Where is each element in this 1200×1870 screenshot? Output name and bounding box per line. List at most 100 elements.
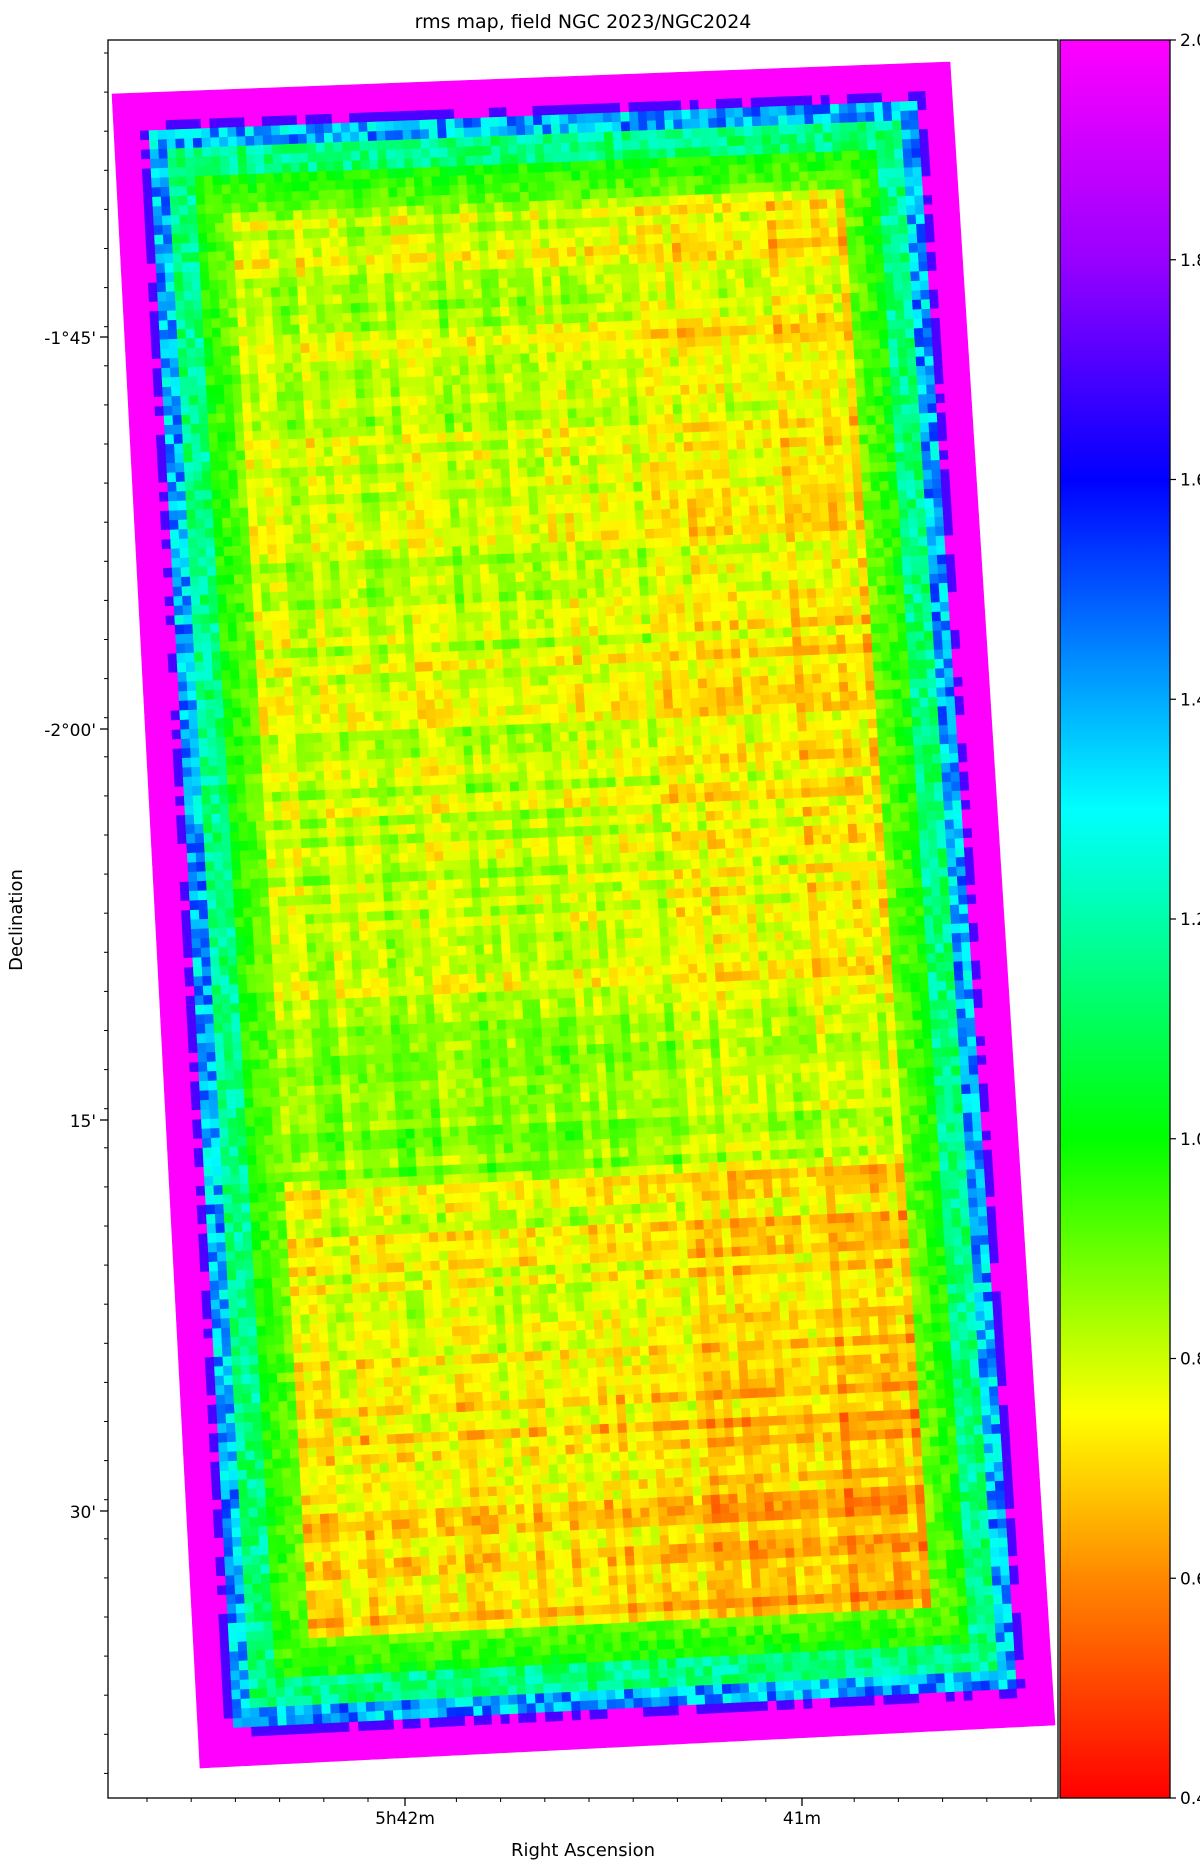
heatmap-cell <box>892 404 903 416</box>
heatmap-cell <box>785 532 796 543</box>
heatmap-cell <box>162 558 173 569</box>
heatmap-cell <box>313 104 324 116</box>
heatmap-cell <box>303 561 314 573</box>
heatmap-cell <box>386 472 397 484</box>
heatmap-cell <box>447 299 457 310</box>
heatmap-cell <box>342 474 353 486</box>
heatmap-cell <box>437 432 447 444</box>
heatmap-cell <box>705 80 716 91</box>
heatmap-cell <box>341 293 352 305</box>
heatmap-cell <box>500 316 511 327</box>
heatmap-cell <box>962 411 973 422</box>
heatmap-cell <box>723 231 734 242</box>
heatmap-cell <box>708 127 719 138</box>
heatmap-cell <box>773 191 784 202</box>
heatmap-cell <box>454 279 465 291</box>
heatmap-cell <box>781 323 792 335</box>
heatmap-cell <box>123 321 134 333</box>
heatmap-cell <box>455 450 466 462</box>
heatmap-cell <box>179 548 190 559</box>
heatmap-cell <box>512 220 523 232</box>
heatmap-cell <box>943 516 954 527</box>
heatmap-cell <box>931 469 942 480</box>
heatmap-cell <box>129 435 140 447</box>
heatmap-cell <box>570 303 581 315</box>
heatmap-cell <box>497 107 508 118</box>
heatmap-cell <box>209 451 220 463</box>
heatmap-cell <box>373 549 384 561</box>
heatmap-cell <box>207 89 218 101</box>
heatmap-cell <box>142 349 153 360</box>
heatmap-cell <box>761 134 772 146</box>
heatmap-cell <box>947 440 958 451</box>
heatmap-cell <box>392 263 403 274</box>
heatmap-cell <box>861 472 872 483</box>
heatmap-cell <box>315 142 326 154</box>
heatmap-cell <box>368 311 379 323</box>
heatmap-cell <box>155 101 166 112</box>
heatmap-cell <box>224 565 235 576</box>
heatmap-cell <box>856 112 867 123</box>
heatmap-cell <box>466 488 477 500</box>
heatmap-cell <box>543 143 554 154</box>
heatmap-cell <box>428 119 438 130</box>
heatmap-cell <box>531 400 542 411</box>
heatmap-cell <box>958 345 969 356</box>
heatmap-cell <box>564 351 575 363</box>
heatmap-cell <box>431 176 442 187</box>
heatmap-cell <box>644 519 655 530</box>
heatmap-cell <box>408 243 419 255</box>
heatmap-cell <box>139 463 150 475</box>
heatmap-cell <box>525 438 536 450</box>
heatmap-cell <box>267 220 278 232</box>
heatmap-cell <box>857 121 868 133</box>
heatmap-cell <box>706 89 717 101</box>
heatmap-cell <box>773 324 784 335</box>
heatmap-cell <box>803 104 814 116</box>
heatmap-cell <box>916 375 927 386</box>
heatmap-cell <box>706 383 717 395</box>
heatmap-cell <box>218 460 229 472</box>
heatmap-cell <box>881 234 892 245</box>
heatmap-cell <box>322 104 333 115</box>
heatmap-cell <box>571 474 582 486</box>
heatmap-cell <box>231 212 242 224</box>
heatmap-cell <box>856 529 867 540</box>
heatmap-cell <box>922 185 933 196</box>
heatmap-cell <box>145 244 156 255</box>
heatmap-cell <box>584 94 595 105</box>
heatmap-cell <box>632 177 643 189</box>
heatmap-cell <box>243 259 254 271</box>
heatmap-cell <box>783 200 794 211</box>
heatmap-cell <box>802 85 813 97</box>
heatmap-cell <box>346 541 357 552</box>
heatmap-cell <box>300 352 311 364</box>
heatmap-cell <box>644 528 655 540</box>
heatmap-cell <box>509 467 520 479</box>
heatmap-cell <box>149 473 160 484</box>
heatmap-cell <box>324 456 335 467</box>
heatmap-cell <box>778 124 789 136</box>
heatmap-cell <box>662 527 673 539</box>
heatmap-cell <box>744 277 754 289</box>
heatmap-cell <box>522 552 533 564</box>
heatmap-cell <box>304 105 315 116</box>
heatmap-cell <box>765 485 776 497</box>
heatmap-cell <box>455 441 466 452</box>
heatmap-cell <box>849 415 860 427</box>
heatmap-cell <box>893 290 904 302</box>
heatmap-cell <box>520 362 531 374</box>
heatmap-cell <box>304 266 315 278</box>
heatmap-cell <box>485 364 496 375</box>
heatmap-cell <box>608 207 619 218</box>
heatmap-cell <box>392 111 403 122</box>
heatmap-cell <box>737 458 748 469</box>
heatmap-cell <box>517 305 528 317</box>
heatmap-cell <box>789 446 800 458</box>
heatmap-cell <box>271 468 282 479</box>
heatmap-cell <box>478 231 489 242</box>
heatmap-cell <box>863 500 874 512</box>
heatmap-cell <box>331 113 342 124</box>
heatmap-cell <box>664 423 675 434</box>
heatmap-cell <box>883 120 894 132</box>
